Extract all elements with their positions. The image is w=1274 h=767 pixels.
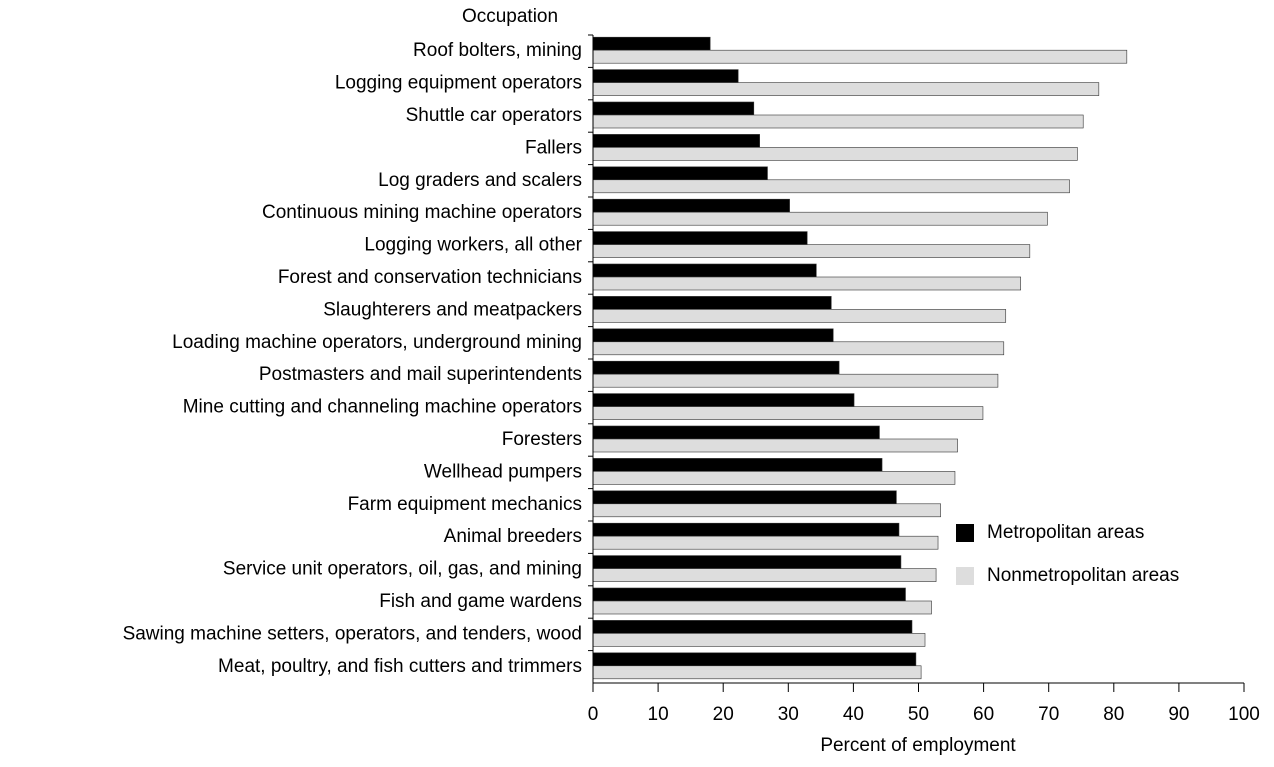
bar xyxy=(592,263,817,278)
bar xyxy=(592,490,897,505)
x-tick-label: 30 xyxy=(778,704,799,725)
y-tick-label: Shuttle car operators xyxy=(406,105,582,126)
x-axis-title: Percent of employment xyxy=(820,735,1016,756)
bar xyxy=(592,471,956,485)
bar xyxy=(592,535,939,550)
bar xyxy=(592,393,855,407)
x-tick-label: 10 xyxy=(648,704,669,725)
bar xyxy=(592,406,984,420)
y-tick-label: Roof bolters, mining xyxy=(413,40,582,61)
bar xyxy=(592,244,1031,258)
bar xyxy=(592,587,906,602)
y-tick-label: Fallers xyxy=(525,137,582,158)
bar xyxy=(592,665,922,680)
bar xyxy=(592,101,755,116)
y-tick-label: Farm equipment mechanics xyxy=(348,494,582,515)
x-tick-label: 90 xyxy=(1168,704,1189,725)
bar xyxy=(592,69,739,83)
y-tick-label: Fish and game wardens xyxy=(379,591,582,612)
y-tick-label: Postmasters and mail superintendents xyxy=(259,364,582,385)
legend-swatch xyxy=(956,524,974,542)
y-tick-label: Forest and conservation technicians xyxy=(278,267,582,288)
y-tick-label: Sawing machine setters, operators, and t… xyxy=(123,623,582,644)
y-tick-label: Slaughterers and meatpackers xyxy=(323,299,582,320)
bar xyxy=(592,179,1070,194)
x-tick-label: 20 xyxy=(713,704,734,725)
bar xyxy=(592,633,926,647)
legend-label: Metropolitan areas xyxy=(987,522,1144,543)
y-tick-label: Meat, poultry, and fish cutters and trim… xyxy=(218,656,582,677)
bar xyxy=(592,198,790,213)
y-tick-label: Log graders and scalers xyxy=(378,170,582,191)
bar xyxy=(592,166,768,181)
y-tick-label: Loading machine operators, underground m… xyxy=(172,332,582,353)
bar xyxy=(592,652,917,667)
bar xyxy=(592,341,1005,356)
bar xyxy=(592,231,808,245)
bar xyxy=(592,360,840,375)
bar xyxy=(592,296,832,310)
y-tick-label: Service unit operators, oil, gas, and mi… xyxy=(223,559,582,580)
x-tick-label: 50 xyxy=(908,704,929,725)
bar xyxy=(592,82,1100,96)
y-tick-label: Foresters xyxy=(502,429,582,450)
x-tick-label: 100 xyxy=(1228,704,1260,725)
bar xyxy=(592,522,900,537)
bar xyxy=(592,49,1128,64)
bar xyxy=(592,373,999,388)
bar xyxy=(592,328,834,343)
x-tick-label: 80 xyxy=(1103,704,1124,725)
bar xyxy=(592,438,958,453)
bar xyxy=(592,309,1007,323)
y-tick-label: Animal breeders xyxy=(444,526,582,547)
bar xyxy=(592,211,1048,226)
legend-label: Nonmetropolitan areas xyxy=(987,565,1179,586)
y-tick-label: Logging workers, all other xyxy=(364,235,582,256)
x-tick-label: 60 xyxy=(973,704,994,725)
bar xyxy=(592,600,932,615)
y-tick-label: Logging equipment operators xyxy=(335,73,582,94)
y-tick-label: Wellhead pumpers xyxy=(424,461,582,482)
bar xyxy=(592,134,760,148)
x-tick-label: 0 xyxy=(588,704,599,725)
bar xyxy=(592,458,883,472)
bar xyxy=(592,36,711,51)
bar xyxy=(592,503,941,518)
bar xyxy=(592,147,1078,161)
bar xyxy=(592,555,902,569)
bar xyxy=(592,425,880,440)
bar xyxy=(592,568,937,582)
x-tick-label: 40 xyxy=(843,704,864,725)
bar xyxy=(592,114,1084,129)
bar xyxy=(592,620,913,634)
bar xyxy=(592,276,1022,291)
y-tick-label: Continuous mining machine operators xyxy=(262,202,582,223)
legend-swatch xyxy=(956,567,974,585)
x-tick-label: 70 xyxy=(1038,704,1059,725)
y-axis-title: Occupation xyxy=(462,6,558,27)
y-tick-label: Mine cutting and channeling machine oper… xyxy=(183,397,582,418)
